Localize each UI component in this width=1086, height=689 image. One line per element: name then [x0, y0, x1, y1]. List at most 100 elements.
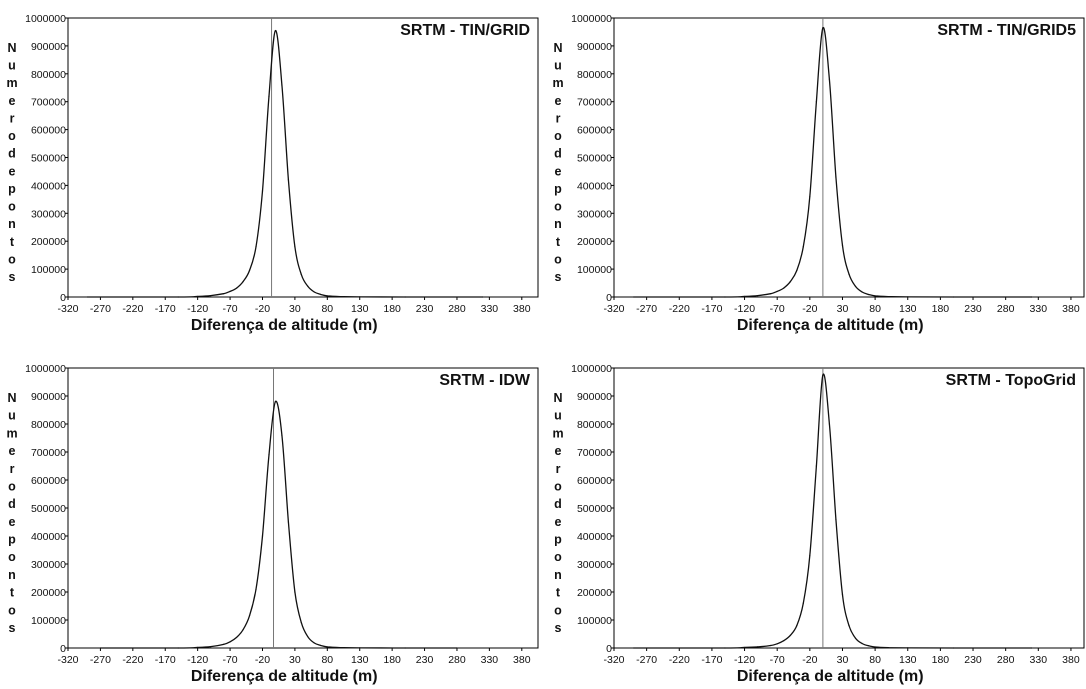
data-point — [874, 646, 876, 648]
data-point — [99, 647, 102, 649]
data-point — [177, 647, 179, 649]
data-point — [809, 195, 811, 198]
data-point — [255, 588, 257, 590]
data-point — [261, 535, 264, 537]
data-point — [1031, 296, 1033, 298]
x-tick-label: -170 — [701, 303, 722, 315]
y-tick-label: 200000 — [577, 587, 612, 599]
x-tick-label: 280 — [997, 303, 1015, 315]
y-axis-label-letter: N — [7, 41, 16, 55]
x-tick-label: 380 — [513, 654, 531, 666]
data-point — [294, 246, 296, 248]
y-tick-label: 600000 — [577, 475, 612, 487]
chart-title: SRTM - TopoGrid — [946, 372, 1076, 389]
x-tick-label: -20 — [802, 303, 817, 315]
y-axis-label-letter: m — [6, 76, 17, 90]
data-point — [339, 646, 341, 649]
x-tick-label: 80 — [321, 303, 333, 315]
plot-frame — [613, 367, 1085, 649]
y-tick-label: 100000 — [31, 264, 66, 276]
data-point — [743, 646, 746, 649]
y-tick-label: 900000 — [577, 41, 612, 53]
data-point — [242, 629, 244, 631]
data-point — [724, 647, 726, 649]
y-axis-label-letter: t — [556, 586, 561, 600]
y-axis-label-letter: p — [8, 533, 16, 547]
x-tick-label: 30 — [837, 303, 849, 315]
data-point — [952, 647, 955, 649]
x-tick-label: 380 — [1062, 654, 1080, 666]
y-tick-label: 1000000 — [25, 13, 66, 25]
y-axis-label-letter: o — [8, 129, 16, 143]
data-point — [320, 293, 322, 296]
y-tick-label: 1000000 — [25, 363, 66, 375]
data-point — [848, 625, 850, 627]
data-point — [404, 296, 406, 298]
y-tick-label: 500000 — [577, 503, 612, 515]
y-axis-label-letter: p — [554, 182, 562, 196]
data-point — [757, 295, 759, 297]
data-point — [770, 293, 772, 295]
y-axis-label-letter: e — [9, 444, 16, 458]
x-tick-label: 230 — [416, 654, 434, 666]
x-tick-label: -70 — [222, 303, 237, 315]
data-point — [268, 95, 270, 97]
x-tick-label: 30 — [289, 303, 301, 315]
data-point — [197, 295, 199, 298]
x-tick-label: 330 — [1030, 303, 1048, 315]
data-point — [776, 643, 778, 645]
x-tick-label: 30 — [837, 654, 849, 666]
y-axis-label-letter: u — [8, 59, 16, 73]
y-tick-label: 700000 — [577, 447, 612, 459]
y-axis-label-letter: u — [554, 59, 562, 73]
y-tick-label: 0 — [60, 643, 66, 655]
y-axis-label-letter: N — [553, 391, 562, 405]
y-axis-label-letter: n — [554, 568, 562, 582]
y-tick-label: 800000 — [31, 419, 66, 431]
data-point — [197, 646, 199, 649]
y-axis-label-letter: n — [554, 217, 562, 231]
data-point — [841, 244, 844, 246]
data-point — [235, 287, 238, 289]
data-point — [861, 291, 863, 293]
y-axis-label-letter: n — [8, 568, 16, 582]
x-tick-label: 180 — [383, 654, 401, 666]
x-tick-label: 230 — [964, 654, 982, 666]
x-tick-label: 330 — [481, 654, 499, 666]
y-tick-label: 100000 — [31, 615, 66, 627]
y-tick-label: 800000 — [577, 419, 612, 431]
x-tick-label: -220 — [122, 654, 143, 666]
y-axis-label-letter: e — [555, 94, 562, 108]
x-axis-label: Diferença de altitude (m) — [191, 317, 378, 334]
data-point — [222, 293, 225, 295]
data-point — [632, 296, 635, 298]
x-tick-label: -170 — [701, 654, 722, 666]
plot-frame — [613, 17, 1085, 298]
y-axis-label-letter: o — [554, 200, 562, 214]
data-point — [86, 296, 89, 298]
y-tick-label: 300000 — [577, 208, 612, 220]
data-point — [835, 518, 837, 520]
data-point — [841, 594, 844, 596]
data-point — [300, 622, 302, 624]
x-tick-label: 180 — [383, 303, 401, 315]
data-point — [404, 647, 406, 649]
chart-title: SRTM - IDW — [439, 372, 531, 389]
data-point — [287, 179, 290, 181]
y-tick-label: 1000000 — [571, 363, 612, 375]
x-tick-label: -70 — [770, 303, 785, 315]
data-point — [783, 640, 785, 642]
y-tick-label: 400000 — [31, 180, 66, 192]
y-axis-label-letter: d — [554, 497, 562, 511]
x-tick-label: -120 — [734, 654, 755, 666]
data-point — [287, 521, 290, 523]
data-point — [815, 465, 817, 467]
data-point — [789, 281, 791, 283]
x-tick-label: -220 — [669, 654, 690, 666]
data-point — [281, 84, 283, 86]
y-tick-label: 900000 — [577, 391, 612, 403]
x-tick-label: 330 — [481, 303, 499, 315]
y-axis-label-letter: r — [556, 111, 561, 125]
